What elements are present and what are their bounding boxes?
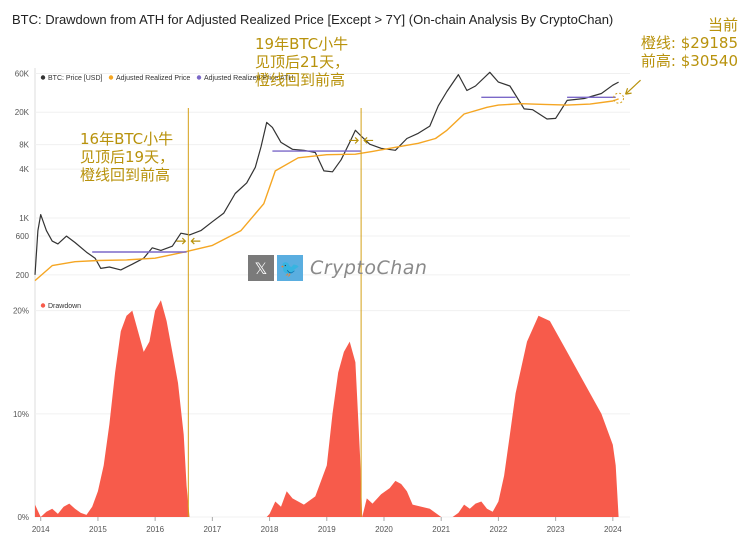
axis-ticks: 60K 20K 8K 4K 1K 600 200 20% 10% 0%2014 2015 2016 20… <box>13 69 622 534</box>
annotation-current-line1: 当前 <box>707 16 738 34</box>
annotation-2019: 19年BTC小牛 见顶后21天， 橙线回到前高 <box>255 35 349 89</box>
x-tick-label: 2019 <box>318 525 336 534</box>
legend-marker <box>196 75 202 80</box>
drawdown-tick-label: 20% <box>13 307 29 316</box>
adjusted-realized-ath-line <box>92 96 616 253</box>
x-tick-label: 2017 <box>203 525 221 534</box>
drawdown-tick-label: 0% <box>17 513 29 522</box>
annotation-current: 当前 橙线: $29185 前高: $30540 <box>641 16 738 70</box>
annotation-arrows <box>176 79 641 245</box>
legends: BTC: Price [USD] Adjusted Realized Price A… <box>40 75 293 310</box>
legend-label: Adjusted Realized Price <box>116 75 190 82</box>
annotation-current-line2: 橙线: $29185 <box>640 34 738 52</box>
adjusted-realized-price-line <box>34 98 619 282</box>
arrow-right-icon <box>349 137 359 144</box>
btc-price-line <box>34 71 619 275</box>
current-marker-circle <box>613 92 625 104</box>
legend-label: Adjusted Realized Price ATH <box>204 75 293 82</box>
x-tick-label: 2015 <box>89 525 107 534</box>
drawdown-area <box>35 300 619 517</box>
x-tick-label: 2014 <box>32 525 50 534</box>
price-tick-label: 60K <box>15 69 30 78</box>
annotation-2019-line2: 见顶后21天， <box>255 53 350 71</box>
x-logo-icon: 𝕏 <box>248 255 274 281</box>
annotation-current-line3: 前高: $30540 <box>640 52 738 70</box>
annotation-2019-line3: 橙线回到前高 <box>255 71 346 89</box>
x-tick-label: 2024 <box>604 525 622 534</box>
watermark-text: CryptoChan <box>310 257 428 279</box>
chart-title: BTC: Drawdown from ATH for Adjusted Real… <box>12 12 614 27</box>
annotation-2016-line2: 见顶后19天， <box>80 148 175 166</box>
twitter-bird-icon: 🐦 <box>277 255 303 281</box>
annotation-2016: 16年BTC小牛 见顶后19天， 橙线回到前高 <box>80 130 174 184</box>
price-tick-label: 1K <box>19 214 29 223</box>
price-tick-label: 8K <box>19 141 29 150</box>
cryptochan-watermark: 𝕏 🐦 CryptoChan <box>248 255 427 281</box>
legend-marker <box>40 75 46 80</box>
drawdown-tick-label: 10% <box>13 410 29 419</box>
price-tick-label: 600 <box>16 232 30 241</box>
x-tick-label: 2020 <box>375 525 393 534</box>
price-tick-label: 20K <box>15 108 30 117</box>
annotation-2019-line1: 19年BTC小牛 <box>255 35 349 53</box>
current-arrow-head-icon <box>624 87 632 95</box>
legend-label: BTC: Price [USD] <box>48 75 103 82</box>
drawdown-area-layer <box>35 300 619 517</box>
current-arrow-line <box>625 79 641 95</box>
x-tick-label: 2018 <box>261 525 279 534</box>
legend-marker <box>108 75 114 80</box>
arrow-left-icon <box>190 237 201 245</box>
legend-label-drawdown: Drawdown <box>48 303 81 310</box>
annotation-2016-line3: 橙线回到前高 <box>80 166 171 184</box>
x-tick-label: 2022 <box>490 525 508 534</box>
legend-marker-drawdown <box>40 303 46 308</box>
arrow-left-icon <box>363 137 374 144</box>
x-tick-label: 2023 <box>547 525 565 534</box>
price-tick-label: 4K <box>19 165 29 174</box>
annotation-2016-line1: 16年BTC小牛 <box>80 130 174 148</box>
x-tick-label: 2021 <box>432 525 450 534</box>
price-tick-label: 200 <box>16 271 30 280</box>
arrow-right-icon <box>176 237 187 245</box>
annotation-vlines <box>187 108 362 517</box>
price-grid <box>34 68 630 517</box>
price-lines-layer <box>34 71 619 282</box>
x-tick-label: 2016 <box>146 525 164 534</box>
